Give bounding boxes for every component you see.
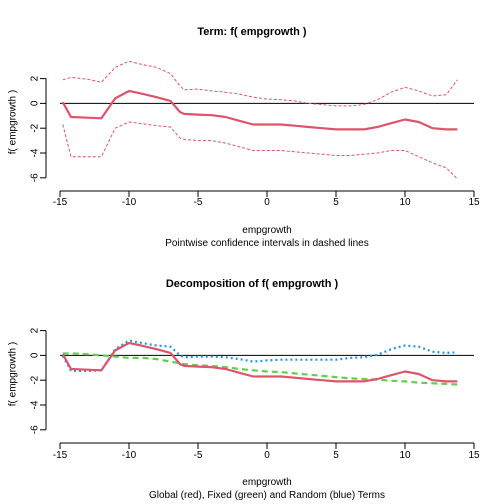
y-tick-label: 2 <box>30 75 41 81</box>
y-tick-label: -2 <box>30 375 41 384</box>
chart-title: Decomposition of f( empgrowth ) <box>166 278 339 290</box>
y-tick-label: -2 <box>30 123 41 132</box>
y-axis-label: f( empgrowth ) <box>8 342 19 406</box>
x-tick-label: -5 <box>194 450 203 461</box>
chart-caption: Global (red), Fixed (green) and Random (… <box>149 490 385 501</box>
chart-caption: Pointwise confidence intervals in dashed… <box>165 238 368 249</box>
chart-title: Term: f( empgrowth ) <box>197 26 307 38</box>
y-tick-label: 0 <box>30 352 41 358</box>
panel-term-effect: Term: f( empgrowth ) -6 -4 -2 0 2 f( empgrowth… <box>8 26 480 249</box>
x-tick-label: 5 <box>333 197 339 208</box>
x-tick-label: -10 <box>122 197 137 208</box>
x-tick-label: 15 <box>468 197 480 208</box>
x-tick-label: -15 <box>53 197 68 208</box>
y-tick-label: -6 <box>30 425 41 434</box>
y-axis-label: f( empgrowth ) <box>8 90 19 154</box>
x-tick-label: -15 <box>53 450 68 461</box>
y-tick-label: -6 <box>30 173 41 182</box>
x-tick-label: 15 <box>468 450 480 461</box>
panel-decomposition: Decomposition of f( empgrowth ) -6 -4 -2 0 2 f… <box>8 278 480 501</box>
x-tick-label: 0 <box>264 197 270 208</box>
y-tick-label: 2 <box>30 327 41 333</box>
series-line-global <box>61 341 458 383</box>
y-tick-label: -4 <box>30 148 41 157</box>
series-line-fixed <box>62 352 458 386</box>
series-line-lower <box>62 121 458 180</box>
y-tick-label: 0 <box>30 100 41 106</box>
x-tick-label: -10 <box>122 450 137 461</box>
x-tick-label: 10 <box>399 450 411 461</box>
x-tick-label: -5 <box>194 197 203 208</box>
x-tick-label: 5 <box>333 450 339 461</box>
x-axis-label: empgrowth <box>242 477 291 488</box>
y-tick-label: -4 <box>30 400 41 409</box>
series-line-upper <box>62 60 458 107</box>
x-tick-label: 10 <box>399 197 411 208</box>
series-line-estimate <box>61 89 458 131</box>
x-axis-label: empgrowth <box>242 225 291 236</box>
x-tick-label: 0 <box>264 450 270 461</box>
